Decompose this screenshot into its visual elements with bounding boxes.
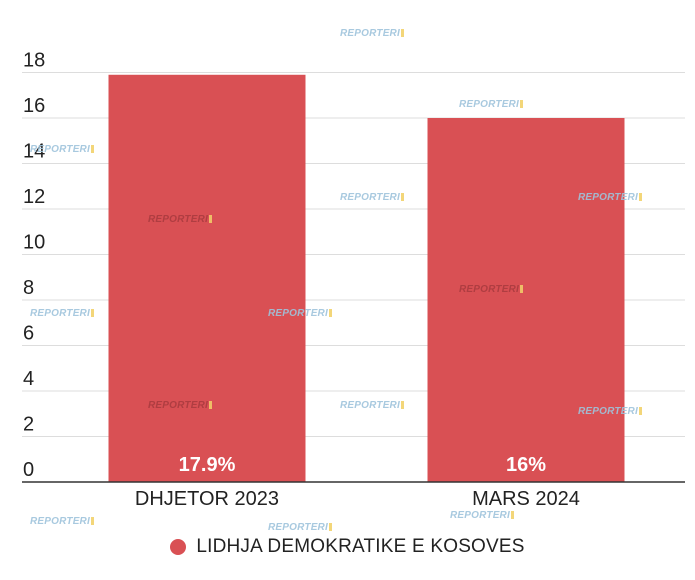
watermark-accent [638, 407, 642, 415]
legend: LIDHJA DEMOKRATIKE E KOSOVES [0, 536, 695, 558]
watermark-logo: REPORTERI [450, 510, 514, 521]
watermark-accent [208, 215, 212, 223]
watermark-logo: REPORTERI [268, 522, 332, 533]
watermark-logo: REPORTERI [578, 192, 642, 203]
y-tick-label: 2 [23, 414, 34, 436]
y-tick-label: 16 [23, 95, 45, 117]
watermark-accent [510, 511, 514, 519]
watermark-accent [328, 309, 332, 317]
y-tick-label: 18 [23, 50, 45, 72]
watermark-logo: REPORTERI [340, 28, 404, 39]
watermark-logo: REPORTERI [578, 406, 642, 417]
watermark-logo: REPORTERI [268, 308, 332, 319]
y-tick-label: 12 [23, 186, 45, 208]
watermark-logo: REPORTERI [30, 144, 94, 155]
watermark-logo: REPORTERI [30, 516, 94, 527]
y-tick-label: 6 [23, 323, 34, 345]
bar-value-label: 17.9% [179, 454, 236, 476]
y-tick-label: 8 [23, 277, 34, 299]
watermark-logo: REPORTERI [459, 284, 523, 295]
watermark-accent [90, 309, 94, 317]
watermark-accent [208, 401, 212, 409]
data-labels: 17.9% 16% [179, 454, 547, 476]
watermark-accent [519, 285, 523, 293]
bar-chart: 0 2 4 6 8 10 12 14 16 18 17.9% 16% DHJETOR 2023 MAR… [22, 50, 685, 510]
x-category-label: MARS 2024 [472, 488, 580, 510]
legend-marker [170, 539, 187, 555]
watermark-logo: REPORTERI [340, 192, 404, 203]
watermark-accent [400, 193, 404, 201]
y-tick-label: 14 [23, 141, 45, 163]
bars [108, 74, 625, 483]
legend-label: LIDHJA DEMOKRATIKE E KOSOVES [196, 536, 525, 557]
y-tick-label: 4 [23, 368, 34, 390]
bar-value-label: 16% [506, 454, 546, 476]
x-axis-category-labels: DHJETOR 2023 MARS 2024 [135, 488, 580, 510]
watermark-accent [638, 193, 642, 201]
y-axis-tick-labels: 0 2 4 6 8 10 12 14 16 18 [23, 50, 45, 482]
watermark-logo: REPORTERI [148, 214, 212, 225]
watermark-accent [90, 517, 94, 525]
bar [427, 118, 625, 482]
watermark-logo: REPORTERI [459, 99, 523, 110]
bar [108, 74, 306, 483]
watermark-accent [519, 100, 523, 108]
watermark-accent [90, 145, 94, 153]
watermark-accent [400, 401, 404, 409]
watermark-logo: REPORTERI [30, 308, 94, 319]
watermark-logo: REPORTERI [148, 400, 212, 411]
y-tick-label: 0 [23, 459, 34, 481]
x-category-label: DHJETOR 2023 [135, 488, 279, 510]
watermark-logo: REPORTERI [340, 400, 404, 411]
watermark-accent [328, 523, 332, 531]
watermark-accent [400, 29, 404, 37]
y-tick-label: 10 [23, 232, 45, 254]
